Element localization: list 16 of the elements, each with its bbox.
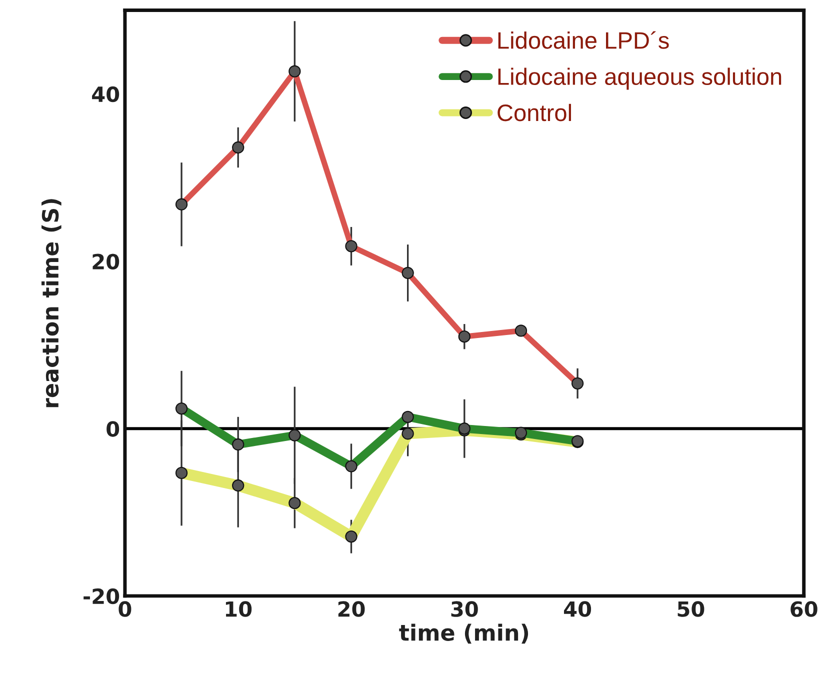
legend-label: Lidocaine LPD´s — [498, 31, 669, 49]
x-tick-label: 40 — [564, 601, 592, 617]
y-axis-title: reaction time (S) — [42, 199, 62, 408]
x-axis-title: time (min) — [399, 624, 528, 644]
x-tick-label: 10 — [226, 601, 252, 617]
x-tick-label: 50 — [678, 601, 704, 617]
y-tick-label: 20 — [92, 254, 120, 270]
legend-label: Control — [498, 104, 571, 122]
x-tick-label: 0 — [118, 601, 132, 617]
y-tick-label: 0 — [106, 421, 120, 437]
x-tick-label: 30 — [451, 601, 478, 617]
y-tick-label: -20 — [84, 588, 120, 604]
x-tick-label: 60 — [790, 601, 818, 617]
y-tick-label: 40 — [92, 86, 120, 102]
legend-label: Lidocaine aqueous solution — [498, 68, 782, 90]
x-tick-label: 20 — [338, 601, 365, 617]
